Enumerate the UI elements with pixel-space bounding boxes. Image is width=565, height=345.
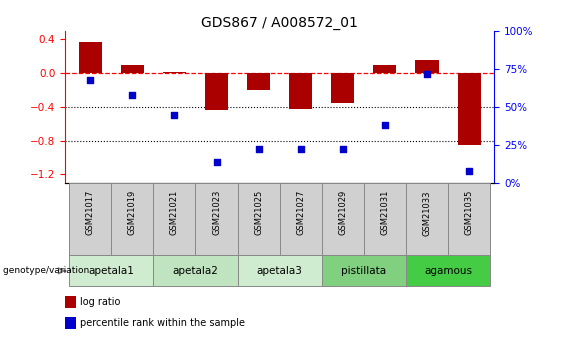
Bar <box>79 42 102 73</box>
Bar <box>289 73 312 109</box>
Text: GSM21033: GSM21033 <box>423 190 432 236</box>
Bar <box>111 183 153 255</box>
Bar <box>195 183 237 255</box>
Text: GSM21019: GSM21019 <box>128 190 137 235</box>
Title: GDS867 / A008572_01: GDS867 / A008572_01 <box>201 16 358 30</box>
Point <box>296 147 305 152</box>
Point <box>254 147 263 152</box>
Bar <box>65 317 76 329</box>
Bar <box>247 73 270 90</box>
Bar <box>406 183 448 255</box>
Text: log ratio: log ratio <box>80 297 120 307</box>
Text: apetala2: apetala2 <box>172 266 219 276</box>
Text: apetala3: apetala3 <box>257 266 303 276</box>
Point <box>170 112 179 117</box>
Bar <box>448 183 490 255</box>
Text: percentile rank within the sample: percentile rank within the sample <box>80 318 245 328</box>
Bar <box>373 65 397 73</box>
Bar <box>237 255 322 286</box>
Point <box>380 122 389 128</box>
Bar <box>322 255 406 286</box>
Bar <box>415 60 438 73</box>
Bar <box>406 255 490 286</box>
Text: genotype/variation: genotype/variation <box>3 266 92 275</box>
Bar <box>280 183 322 255</box>
Text: agamous: agamous <box>424 266 472 276</box>
Bar <box>331 73 354 103</box>
Text: GSM21021: GSM21021 <box>170 190 179 235</box>
Text: GSM21031: GSM21031 <box>380 190 389 236</box>
Bar <box>237 183 280 255</box>
Bar <box>153 183 195 255</box>
Bar <box>205 73 228 110</box>
Bar <box>65 296 76 308</box>
Text: GSM21027: GSM21027 <box>296 190 305 236</box>
Text: GSM21017: GSM21017 <box>86 190 95 236</box>
Bar <box>163 72 186 73</box>
Text: GSM21029: GSM21029 <box>338 190 347 235</box>
Text: apetala1: apetala1 <box>88 266 134 276</box>
Point <box>338 147 347 152</box>
Bar <box>69 255 153 286</box>
Bar <box>458 73 481 145</box>
Text: pistillata: pistillata <box>341 266 386 276</box>
Text: GSM21035: GSM21035 <box>464 190 473 236</box>
Text: GSM21023: GSM21023 <box>212 190 221 236</box>
Point <box>212 159 221 164</box>
Bar <box>364 183 406 255</box>
Point <box>423 71 432 76</box>
Point <box>128 92 137 98</box>
Bar <box>69 183 111 255</box>
Bar <box>121 65 144 73</box>
Bar <box>322 183 364 255</box>
Text: GSM21025: GSM21025 <box>254 190 263 235</box>
Point <box>464 168 473 174</box>
Point <box>86 77 95 82</box>
Bar <box>153 255 237 286</box>
